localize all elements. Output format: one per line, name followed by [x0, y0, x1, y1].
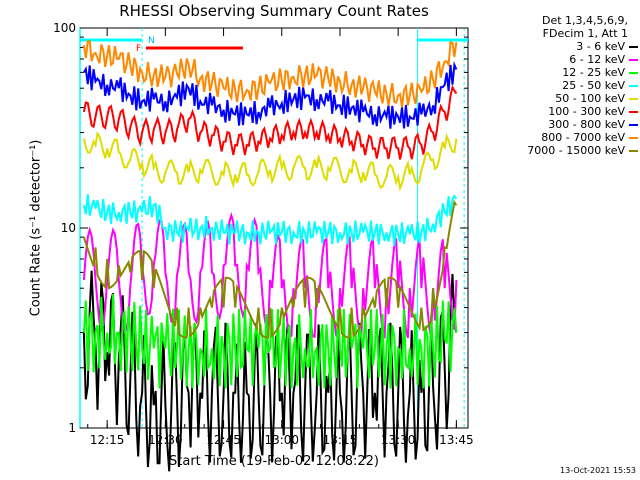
y-tick-label: 1 — [68, 421, 76, 435]
legend-header-detectors: Det 1,3,4,5,6,9, — [541, 14, 628, 27]
legend-entry: 100 - 300 keV — [478, 105, 638, 118]
legend-entry-swatch — [629, 84, 638, 87]
legend-entry-swatch — [629, 45, 638, 48]
legend-entry-swatch — [629, 149, 638, 152]
legend-entry-label: 12 - 25 keV — [562, 66, 625, 79]
legend-entry-swatch — [629, 97, 638, 100]
legend-entry: 300 - 800 keV — [478, 118, 638, 131]
legend-entry: 800 - 7000 keV — [478, 131, 638, 144]
x-axis-label: Start Time (19-Feb-02 12:08:22) — [169, 454, 379, 469]
series-line-50-100-kev — [82, 131, 458, 192]
chart-title: RHESSI Observing Summary Count Rates — [119, 2, 429, 20]
y-tick-label: 100 — [53, 21, 76, 35]
legend-entry-swatch — [629, 58, 638, 61]
legend-entry-label: 800 - 7000 keV — [541, 131, 625, 144]
legend-entry-label: 300 - 800 keV — [548, 118, 625, 131]
legend-entry-label: 6 - 12 keV — [569, 53, 625, 66]
legend-entry-label: 7000 - 15000 keV — [527, 144, 625, 157]
legend-entry-label: 25 - 50 keV — [562, 79, 625, 92]
flare-flag-label: F — [136, 44, 141, 54]
legend-entry: 12 - 25 keV — [478, 66, 638, 79]
generation-timestamp: 13-Oct-2021 15:53 — [560, 466, 636, 475]
series-line-25-50-kev — [82, 194, 458, 246]
legend-entry-swatch — [629, 110, 638, 113]
legend-entry-swatch — [629, 123, 638, 126]
legend-entry-swatch — [629, 136, 638, 139]
x-tick-label: 13:00 — [264, 433, 299, 447]
legend-entry-label: 50 - 100 keV — [555, 92, 625, 105]
y-axis-label: Count Rate (s⁻¹ detector⁻¹) — [28, 139, 44, 317]
legend-header-decimation: FDecim 1, Att 1 — [542, 27, 628, 40]
series-line-6-12-kev — [82, 211, 458, 341]
legend-entry-label: 100 - 300 keV — [548, 105, 625, 118]
legend-entries: 3 - 6 keV 6 - 12 keV 12 - 25 keV 25 - 50 ke… — [478, 40, 638, 157]
legend-entry: 7000 - 15000 keV — [478, 144, 638, 157]
legend-entry: 3 - 6 keV — [478, 40, 638, 53]
legend-entry: 25 - 50 keV — [478, 79, 638, 92]
night-flag-label: N — [148, 36, 155, 46]
series-line-100-300-kev — [82, 84, 458, 160]
legend: Det 1,3,4,5,6,9, FDecim 1, Att 1 3 - 6 k… — [478, 14, 638, 157]
x-tick-label: 12:15 — [90, 433, 125, 447]
series-line-12-25-kev — [82, 293, 458, 389]
series-line-7000-15000-kev — [82, 199, 458, 339]
series-line-300-800-kev — [83, 60, 458, 129]
legend-entry-swatch — [629, 71, 638, 74]
legend-entry: 6 - 12 keV — [478, 53, 638, 66]
legend-entry-label: 3 - 6 keV — [576, 40, 625, 53]
legend-entry: 50 - 100 keV — [478, 92, 638, 105]
x-tick-label: 13:45 — [439, 433, 474, 447]
series-line-3-6-kev — [82, 270, 458, 472]
series-line-800-7000-kev — [82, 39, 458, 108]
y-tick-label: 10 — [61, 221, 76, 235]
